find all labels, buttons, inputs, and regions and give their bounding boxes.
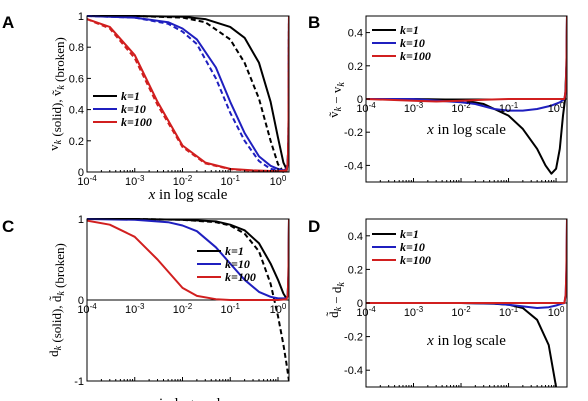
series-line-k100 xyxy=(366,218,567,304)
series-line-k1 xyxy=(87,15,289,170)
series-line-k100 xyxy=(87,218,289,301)
x-tick-label: 100 xyxy=(548,305,565,319)
legend-entry: k=100 xyxy=(121,115,152,129)
legend: k=1k=10k=100 xyxy=(372,23,431,63)
y-tick-label: -1 xyxy=(74,376,84,388)
y-axis-title: dk (solid), d̃k (broken) xyxy=(46,243,67,357)
y-tick-label: -0.4 xyxy=(344,160,363,172)
panel-a: A 10-4 10-3 10-2 10-1 100 0 0.2 0.4 0.6 0.8 1 x in l… xyxy=(2,11,290,203)
x-tick-label: 10-2 xyxy=(451,305,471,319)
x-tick-label: 100 xyxy=(270,174,287,188)
x-tick-label: 10-1 xyxy=(499,305,519,319)
x-axis-title: x in log scale xyxy=(426,122,506,138)
series-group xyxy=(87,15,289,173)
series-line-k1 xyxy=(87,218,289,300)
y-axis-title-group: d̃k − dk xyxy=(326,282,347,318)
y-axis-title-group: vk (solid), ṽk (broken) xyxy=(46,37,67,151)
panel-letter: C xyxy=(2,217,14,236)
series-line-k10 xyxy=(366,218,567,309)
x-axis-title: x in log scale xyxy=(426,333,506,349)
legend-entry: k=1 xyxy=(400,23,419,37)
panel-b: B 10-4 10-3 10-2 10-1 100 -0.4 -0.2 0 0.2 0.4 x in … xyxy=(308,13,568,183)
y-tick-label: 0.2 xyxy=(69,136,84,148)
x-tick-label: 10-3 xyxy=(404,101,424,115)
y-axis-title: vk (solid), ṽk (broken) xyxy=(46,37,67,151)
x-tick-label: 10-3 xyxy=(125,302,145,316)
panel-c: C 10-4 10-3 10-2 10-1 100 -1 0 1 x in log scale dk… xyxy=(2,214,290,401)
y-axis-title-group: dk (solid), d̃k (broken) xyxy=(46,243,67,357)
y-axis-title: ṽk − vk xyxy=(326,82,347,118)
series-group xyxy=(87,218,289,382)
x-tick-label: 100 xyxy=(270,302,287,316)
legend-entry: k=100 xyxy=(400,253,431,267)
legend-entry: k=10 xyxy=(225,257,250,271)
y-tick-label: 1 xyxy=(78,214,84,226)
x-tick-label: 10-3 xyxy=(125,174,145,188)
legend-entry: k=1 xyxy=(400,227,419,241)
x-tick-label: 10-1 xyxy=(221,302,241,316)
y-tick-label: 0.4 xyxy=(348,231,363,243)
legend-entry: k=100 xyxy=(400,49,431,63)
x-tick-label: 10-4 xyxy=(77,302,97,316)
legend: k=1k=10k=100 xyxy=(372,227,431,267)
legend: k=1k=10k=100 xyxy=(93,89,152,129)
panel-letter: B xyxy=(308,13,320,32)
legend-entry: k=10 xyxy=(121,102,146,116)
y-tick-label: 0 xyxy=(78,295,84,307)
y-axis-title: d̃k − dk xyxy=(326,282,347,318)
series-line-k10 xyxy=(87,15,289,172)
series-line-k1-dashed xyxy=(87,15,289,173)
panel-d: D 10-4 10-3 10-2 10-1 100 -0.4 -0.2 0 0.2 0.4 x in … xyxy=(308,217,568,388)
y-tick-label: -0.4 xyxy=(344,365,363,377)
y-axis-title-group: ṽk − vk xyxy=(326,82,347,118)
panel-letter: D xyxy=(308,217,320,236)
x-tick-label: 10-4 xyxy=(77,174,97,188)
x-axis-title: x in log scale xyxy=(148,396,228,401)
series-line-k100 xyxy=(87,15,289,173)
series-line-k1-dashed xyxy=(87,218,289,382)
series-line-k10-dashed xyxy=(87,15,289,172)
x-tick-label: 10-4 xyxy=(356,305,376,319)
legend-entry: k=1 xyxy=(225,244,244,258)
panel-letter: A xyxy=(2,13,14,32)
series-group xyxy=(366,15,567,175)
legend-entry: k=10 xyxy=(400,36,425,50)
legend: k=1k=10k=100 xyxy=(197,244,256,284)
series-group xyxy=(366,218,567,388)
series-line-k1 xyxy=(366,15,567,175)
legend-entry: k=1 xyxy=(121,89,140,103)
y-tick-label: 1 xyxy=(78,11,84,23)
y-tick-label: 0.8 xyxy=(69,42,84,54)
legend-entry: k=10 xyxy=(400,240,425,254)
x-tick-label: 100 xyxy=(548,101,565,115)
y-tick-label: 0 xyxy=(357,298,363,310)
y-tick-label: 0.6 xyxy=(69,73,84,85)
y-tick-label: 0.2 xyxy=(348,264,363,276)
x-tick-label: 10-4 xyxy=(356,101,376,115)
x-tick-label: 10-2 xyxy=(173,302,193,316)
legend-entry: k=100 xyxy=(225,270,256,284)
y-tick-label: 0 xyxy=(357,94,363,106)
y-tick-label: -0.2 xyxy=(344,127,363,139)
plot-frame xyxy=(86,15,290,173)
series-line-k10 xyxy=(87,218,289,300)
series-line-k100 xyxy=(366,15,567,103)
x-tick-label: 10-1 xyxy=(221,174,241,188)
x-tick-label: 10-2 xyxy=(173,174,193,188)
y-tick-label: 0.4 xyxy=(348,28,363,40)
y-tick-label: 0.4 xyxy=(69,105,84,117)
series-line-k100-dashed xyxy=(87,15,289,173)
x-axis-title: x in log scale xyxy=(148,187,228,203)
series-line-k10 xyxy=(366,15,567,112)
x-tick-label: 10-2 xyxy=(451,101,471,115)
y-tick-label: 0 xyxy=(78,167,84,179)
x-tick-label: 10-1 xyxy=(499,101,519,115)
y-tick-label: 0.2 xyxy=(348,61,363,73)
y-tick-label: -0.2 xyxy=(344,332,363,344)
x-tick-label: 10-3 xyxy=(404,305,424,319)
